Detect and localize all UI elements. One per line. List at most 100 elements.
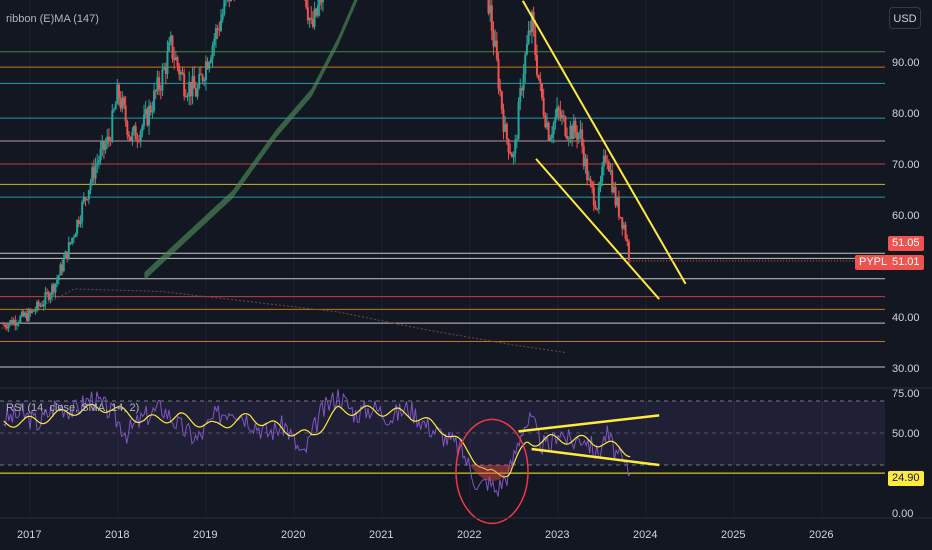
time-axis-label: 2022 <box>457 529 481 541</box>
price-axis-label: 90.00 <box>892 57 920 69</box>
candle-body <box>540 83 543 98</box>
candle-body <box>7 323 10 329</box>
candle-body <box>12 320 15 325</box>
candle-body <box>591 182 594 188</box>
candle-body <box>84 197 87 200</box>
candle-body <box>219 19 222 31</box>
candle-body <box>221 13 224 20</box>
candle-body <box>141 125 144 132</box>
candle-body <box>619 216 622 218</box>
candle-body <box>557 107 560 111</box>
candle-body <box>306 7 309 21</box>
candle-body <box>20 311 23 317</box>
candle-body <box>14 320 17 326</box>
candle-body <box>87 189 90 200</box>
candle-body <box>164 66 167 74</box>
candle-body <box>107 136 110 141</box>
candle-body <box>104 144 107 151</box>
candle-body <box>4 324 7 328</box>
candle-body <box>153 90 156 111</box>
candle-body <box>59 264 62 276</box>
candle-body <box>136 139 139 141</box>
candle-body <box>122 97 125 106</box>
candle-body <box>519 88 522 103</box>
candle-body <box>500 91 503 110</box>
candle-body <box>586 158 589 180</box>
candle-body <box>624 224 627 239</box>
candle-body <box>574 120 577 133</box>
candle-body <box>229 0 232 2</box>
candle-body <box>131 131 134 141</box>
candle-body <box>228 0 231 2</box>
candle-body <box>76 219 79 234</box>
candle-body <box>89 182 92 190</box>
candle-body <box>178 65 181 75</box>
candle-body <box>535 54 538 75</box>
rsi-axis-label: 75.00 <box>892 388 920 400</box>
long-ema-line <box>0 288 567 354</box>
candle-body <box>2 324 5 326</box>
candle-body <box>504 123 507 132</box>
candle-body <box>161 69 164 91</box>
candle-body <box>612 186 615 193</box>
candle-body <box>61 264 64 272</box>
candle-body <box>581 129 584 147</box>
candle-body <box>71 237 74 243</box>
ribbon-indicator-label[interactable]: ribbon (E)MA (147) <box>6 13 99 25</box>
candle-body <box>156 77 159 92</box>
candle-body <box>204 61 207 81</box>
time-axis-label: 2018 <box>105 529 129 541</box>
candle-body <box>320 0 323 3</box>
candle-body <box>42 303 45 307</box>
candle-body <box>497 58 500 89</box>
candle-body <box>77 219 80 225</box>
candle-body <box>101 141 104 149</box>
candle-body <box>542 97 545 116</box>
rsi-line <box>3 389 631 497</box>
candle-body <box>607 161 610 172</box>
rsi-indicator-label[interactable]: RSI (14, close, SMA, 14, 2) <box>6 402 140 414</box>
candle-body <box>149 105 152 113</box>
candle-body <box>159 89 162 91</box>
candle-body <box>10 320 13 325</box>
candle-body <box>198 73 201 89</box>
candle-body <box>514 139 517 154</box>
candle-body <box>111 110 114 142</box>
candle-body <box>214 28 217 40</box>
candle-body <box>310 18 313 20</box>
candle-body <box>51 284 54 295</box>
candle-body <box>515 139 518 141</box>
candle-body <box>599 181 602 188</box>
candle-body <box>183 74 186 96</box>
candle-body <box>163 66 166 70</box>
candle-body <box>99 148 102 161</box>
rsi-circle-annotation <box>455 418 529 525</box>
candle-body <box>547 122 550 141</box>
currency-button[interactable]: USD <box>889 7 921 29</box>
candle-body <box>31 310 34 313</box>
candle-body <box>627 241 630 260</box>
price-axis-label: 30.00 <box>892 363 920 375</box>
candle-body <box>126 121 129 135</box>
candle-body <box>112 109 115 111</box>
candle-body <box>139 131 142 141</box>
candle-body <box>67 242 70 260</box>
candle-body <box>168 42 171 52</box>
candle-body <box>502 109 505 132</box>
rsi-trendline <box>531 447 660 467</box>
candle-body <box>597 187 600 210</box>
candle-body <box>49 294 52 300</box>
candle-body <box>134 125 137 140</box>
candle-body <box>609 170 612 172</box>
candle-body <box>208 62 211 69</box>
price-axis-label: 60.00 <box>892 210 920 222</box>
time-axis-label: 2023 <box>545 529 569 541</box>
time-axis-label: 2017 <box>17 529 41 541</box>
candle-body <box>569 125 572 139</box>
candle-body <box>223 0 226 14</box>
candle-body <box>534 29 537 55</box>
candle-body <box>94 165 97 179</box>
candle-body <box>311 19 314 27</box>
